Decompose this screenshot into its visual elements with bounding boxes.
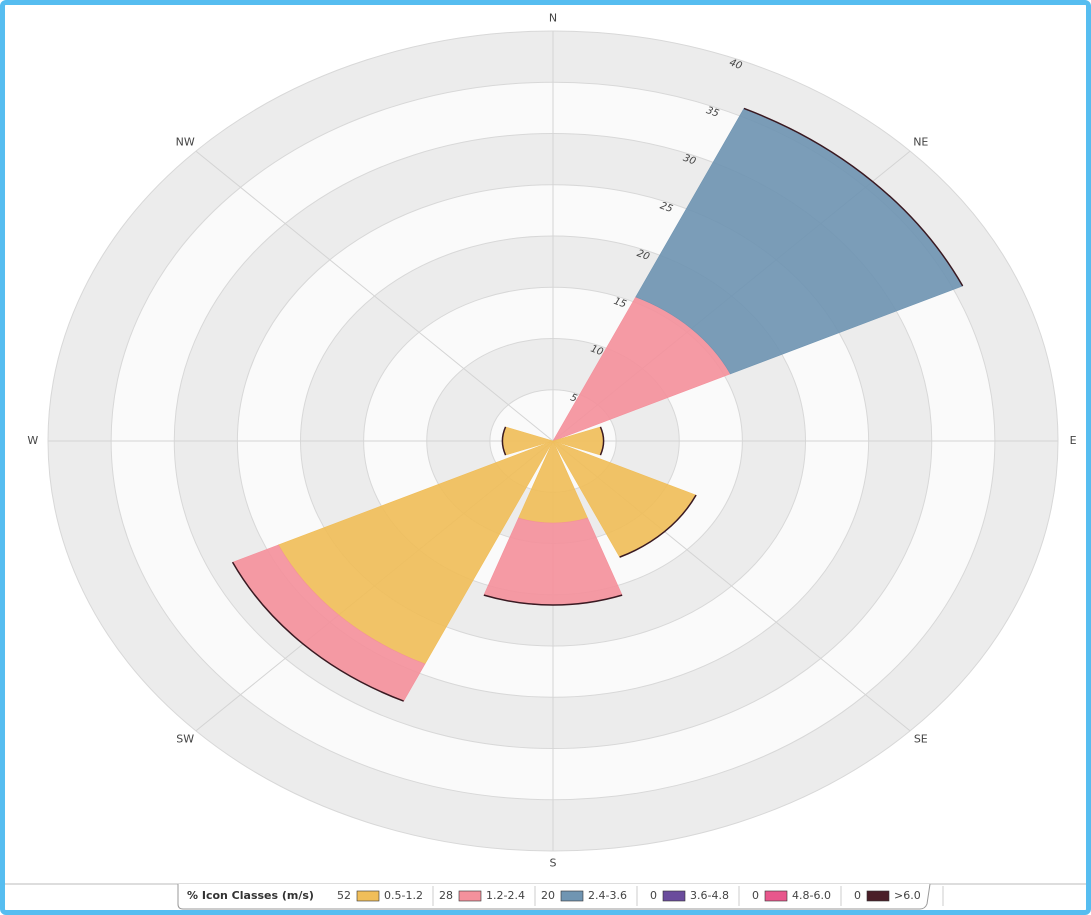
direction-label: E — [1070, 434, 1077, 447]
legend-total: 0 — [854, 889, 861, 902]
legend-total: 20 — [541, 889, 555, 902]
legend-swatch — [662, 890, 686, 902]
legend-label: 2.4-3.6 — [588, 889, 627, 902]
wedge-outline — [231, 561, 404, 702]
r-tick-label: 5 — [569, 392, 579, 405]
legend-total: 52 — [337, 889, 351, 902]
plot-area: N NE E SE S SW W NW 5 10 15 20 25 30 35 40 — [27, 12, 1076, 870]
r-tick-label: 35 — [705, 105, 721, 120]
direction-label: S — [550, 856, 557, 869]
direction-label: SW — [176, 733, 194, 746]
r-tick-label: 40 — [728, 57, 744, 72]
wedge-outline — [501, 426, 507, 456]
wedge-outline — [599, 426, 605, 456]
legend-swatch — [866, 890, 890, 902]
legend-title: % Icon Classes (m/s) — [187, 889, 314, 902]
direction-label: W — [27, 434, 38, 447]
legend-swatch — [764, 890, 788, 902]
r-tick-label: 20 — [635, 248, 651, 263]
wedge-outline — [743, 107, 964, 287]
legend-box — [177, 883, 931, 910]
wedge-outline — [619, 494, 697, 558]
r-tick-label: 10 — [589, 344, 605, 359]
legend-swatch — [356, 890, 380, 902]
chart: N NE E SE S SW W NW 5 10 15 20 25 30 35 40 % Icon Class… — [5, 5, 1086, 910]
legend-total: 0 — [650, 889, 657, 902]
legend-label: >6.0 — [894, 889, 921, 902]
direction-label: N — [549, 12, 557, 25]
direction-label: NW — [176, 135, 195, 148]
r-tick-label: 15 — [612, 296, 628, 311]
legend-swatch — [560, 890, 584, 902]
r-tick-label: 30 — [681, 153, 697, 168]
wedge-outline — [483, 594, 623, 606]
legend-label: 0.5-1.2 — [384, 889, 423, 902]
r-tick-label: 25 — [658, 200, 674, 215]
direction-label: NE — [913, 135, 928, 148]
legend-label: 3.6-4.8 — [690, 889, 729, 902]
legend-label: 4.8-6.0 — [792, 889, 831, 902]
legend-total: 28 — [439, 889, 453, 902]
legend-total: 0 — [752, 889, 759, 902]
direction-label: SE — [914, 733, 928, 746]
legend-swatch — [458, 890, 482, 902]
legend-label: 1.2-2.4 — [486, 889, 525, 902]
